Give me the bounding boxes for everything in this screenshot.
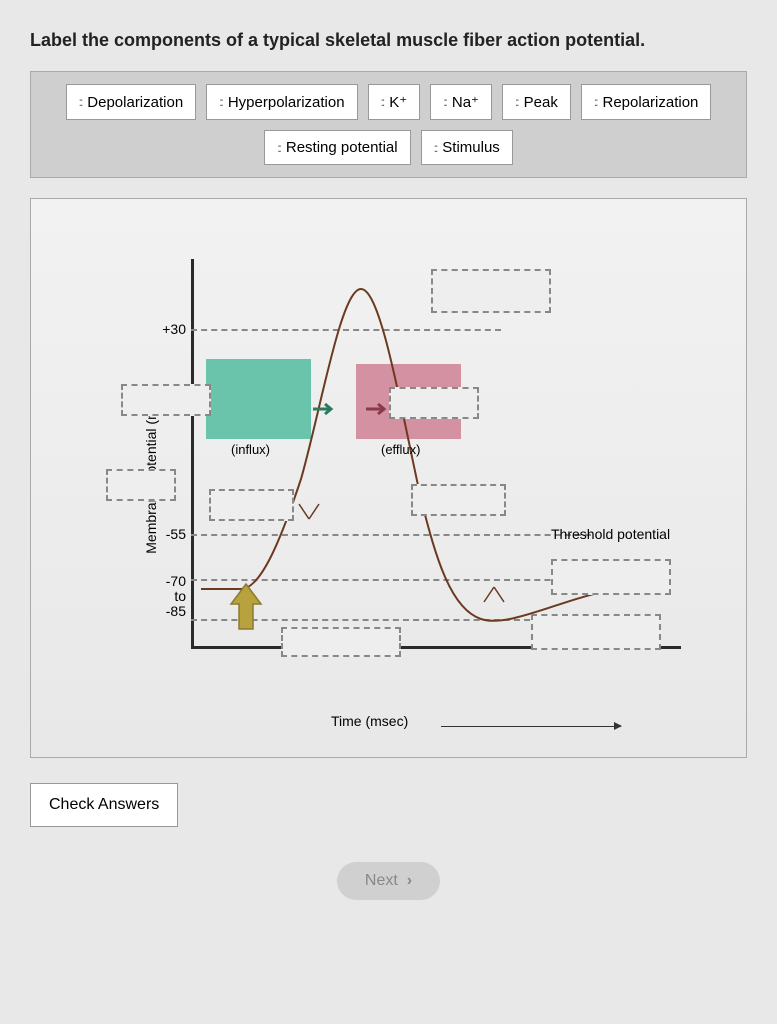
next-label: Next [365,872,398,889]
action-potential-curve [191,259,691,659]
label-text: Resting potential [286,139,398,156]
label-repolarization[interactable]: ::Repolarization [581,84,712,120]
label-peak[interactable]: ::Peak [502,84,571,120]
label-hyperpolarization[interactable]: ::Hyperpolarization [206,84,357,120]
chart-area: Membrane Potential (mV) Time (msec) +30 … [30,198,747,758]
grip-icon: :: [219,95,222,109]
label-k-plus[interactable]: ::K⁺ [368,84,421,120]
dropzone-naplus[interactable] [121,384,211,416]
threshold-text: Threshold potential [551,526,670,542]
grip-icon: :: [515,95,518,109]
dropzone-peak[interactable] [431,269,551,313]
question-prompt: Label the components of a typical skelet… [30,30,747,51]
next-button[interactable]: Next › [337,862,440,900]
check-answers-button[interactable]: Check Answers [30,783,178,827]
label-text: Na⁺ [452,93,479,111]
label-text: Hyperpolarization [228,94,345,111]
label-depolarization[interactable]: ::Depolarization [66,84,197,120]
tick-minus55: -55 [136,526,186,542]
grip-icon: :: [79,95,82,109]
dropzone-left-side[interactable] [106,469,176,501]
x-axis-label: Time (msec) [331,713,408,729]
grip-icon: :: [277,141,280,155]
label-na-plus[interactable]: ::Na⁺ [430,84,492,120]
tick-plus30: +30 [136,321,186,337]
label-bank: ::Depolarization ::Hyperpolarization ::K… [30,71,747,178]
label-text: Peak [524,94,558,111]
dropzone-kplus[interactable] [389,387,479,419]
label-text: K⁺ [389,93,407,111]
tick-minus70: -70 to -85 [136,574,186,619]
grip-icon: :: [594,95,597,109]
label-text: Stimulus [442,139,500,156]
dropzone-repolarization[interactable] [411,484,506,516]
dropzone-depolarization[interactable] [209,489,294,521]
efflux-text: (efflux) [381,442,421,457]
grip-icon: :: [434,141,437,155]
label-text: Repolarization [603,94,699,111]
grip-icon: :: [443,95,446,109]
influx-text: (influx) [231,442,270,457]
grip-icon: :: [381,95,384,109]
label-stimulus[interactable]: ::Stimulus [421,130,513,165]
chevron-right-icon: › [402,872,412,889]
dropzone-resting[interactable] [551,559,671,595]
label-resting-potential[interactable]: ::Resting potential [264,130,410,165]
stimulus-arrow-icon [226,579,266,639]
x-axis-arrow [441,726,621,727]
label-text: Depolarization [87,94,183,111]
dropzone-stimulus[interactable] [281,627,401,657]
dropzone-hyperpolarization[interactable] [531,614,661,650]
